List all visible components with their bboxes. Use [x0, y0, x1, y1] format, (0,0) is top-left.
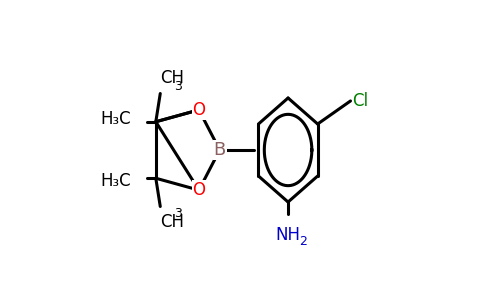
Text: 2: 2 [299, 235, 307, 248]
Text: NH: NH [275, 226, 301, 244]
Text: H₃C: H₃C [100, 110, 131, 128]
Text: 3: 3 [174, 207, 182, 220]
Text: O: O [193, 181, 205, 199]
Text: Cl: Cl [352, 92, 368, 110]
Text: 3: 3 [174, 80, 182, 93]
Text: B: B [213, 141, 226, 159]
Text: CH: CH [160, 213, 184, 231]
Text: CH: CH [160, 69, 184, 87]
Text: H₃C: H₃C [100, 172, 131, 190]
Text: O: O [193, 101, 205, 119]
